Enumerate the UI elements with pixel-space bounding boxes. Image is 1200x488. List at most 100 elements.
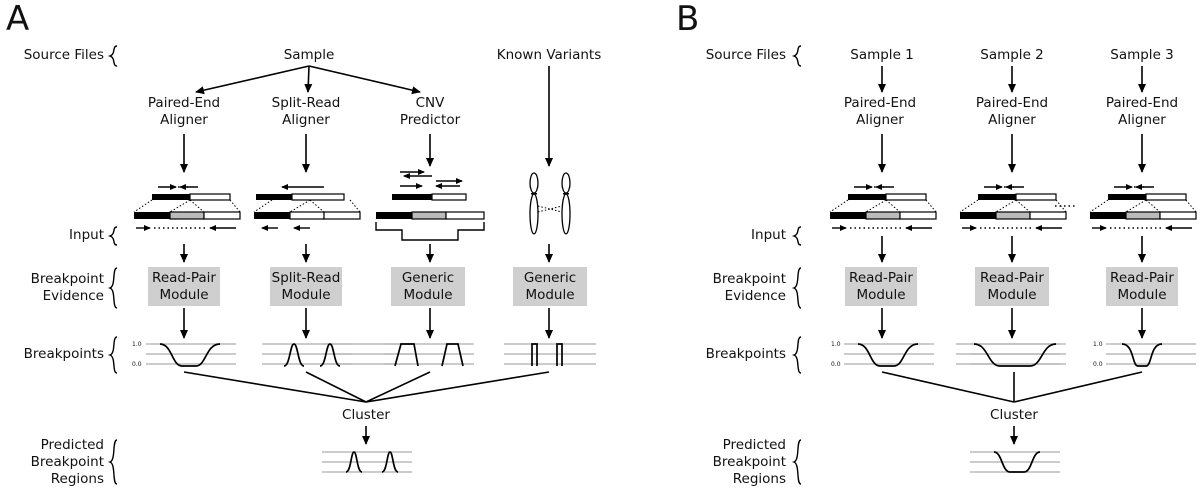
reads-pe-a-top-solid: [152, 194, 190, 200]
reads-pe-a-bottom-solid: [134, 212, 170, 219]
reads-sr-a-proj-3: [309, 199, 325, 213]
curve-sr-a-2: [319, 343, 341, 367]
brace-b-4: [791, 439, 802, 485]
reads-sr-a-top-open: [291, 193, 345, 201]
node-sample-1: Sample 1: [850, 47, 914, 63]
node-cluster-b: Cluster: [990, 407, 1038, 423]
reads-pe-a-top-open: [189, 193, 231, 201]
node-paired-end-aligner: Paired-End Aligner: [147, 95, 221, 128]
tick-0-a: 0.0: [132, 361, 142, 368]
reads-pe-b3-proj-2: [1125, 199, 1147, 213]
reads-pe-b1-top-solid: [848, 194, 886, 200]
reads-pe-b1-bottom-open: [899, 211, 937, 220]
reads-pe-b2-top-solid: [978, 194, 1016, 200]
brace-a-4: [107, 439, 118, 485]
curve-b3: [1121, 343, 1163, 367]
reads-pe-b2-proj-3: [1015, 199, 1031, 213]
row-label-input-a: Input: [69, 227, 104, 243]
reads-sr-a-top-solid: [256, 194, 292, 200]
reads-sr-a-bottom-solid: [254, 212, 290, 219]
brace-a-2: [107, 267, 118, 309]
curve-b2: [973, 343, 1057, 367]
chromosome-right-arm-bottom: [561, 193, 571, 235]
row-label-input-b: Input: [751, 227, 786, 243]
brace-b-0: [791, 45, 802, 67]
link-cnv-to-cluster-a: [365, 371, 431, 403]
brace-b-3: [791, 336, 802, 374]
curve-b1: [857, 343, 919, 367]
reads-pe-b3-top-open: [1145, 193, 1187, 201]
reads-pe-b3-proj-3: [1145, 199, 1161, 213]
curve-sr-a-1: [283, 343, 305, 367]
curve-known-a-2: [556, 343, 563, 366]
reads-pe-b2-bottom-open: [1029, 211, 1067, 220]
node-aligner-b3: Paired-End Aligner: [1105, 95, 1179, 128]
tick-0-b3: 0.0: [1093, 361, 1103, 368]
cnv-depth-profile: [375, 222, 485, 241]
module-read-pair-a: Read-Pair Module: [148, 267, 220, 306]
reads-pe-b2-proj-1: [959, 199, 979, 213]
arrow-sample-to-cnv: [308, 65, 421, 95]
reads-pe-b2-bottom-solid: [960, 212, 996, 219]
reads-pe-a-proj-3: [189, 199, 205, 213]
tick-1-a: 1.0: [132, 341, 142, 348]
node-aligner-b2: Paired-End Aligner: [975, 95, 1049, 128]
row-label-breakpoints-b: Breakpoints: [705, 346, 786, 362]
reads-sr-a-proj-4: [349, 199, 361, 213]
brace-a-0: [107, 45, 118, 67]
tick-0-b1: 0.0: [831, 361, 841, 368]
node-cnv-predictor: CNV Predictor: [399, 95, 461, 128]
row-label-breakpoint-evidence-a: Breakpoint Evidence: [30, 271, 104, 304]
cnv-bottom-open: [445, 211, 485, 220]
reads-pe-a-bottom-open: [203, 211, 241, 220]
curve-pred-a-2: [381, 451, 399, 473]
reads-pe-b3-proj-1: [1089, 199, 1109, 213]
reads-pe-b3-bottom-open: [1159, 211, 1197, 220]
reads-pe-b1-proj-4: [925, 199, 937, 213]
link-sr-to-cluster-a: [305, 371, 367, 403]
chromosome-left-arm-top: [529, 172, 539, 194]
tick-1-b3: 1.0: [1093, 341, 1103, 348]
curve-known-a-1: [531, 343, 538, 366]
row-label-source-files-a: Source Files: [23, 47, 104, 63]
cnv-bottom-solid: [376, 212, 412, 219]
module-generic-known-a: Generic Module: [513, 267, 587, 306]
brace-a-3: [107, 336, 118, 374]
link-b3-to-cluster: [1013, 371, 1143, 403]
brace-b-1: [791, 226, 802, 246]
curve-pred-a-1: [345, 451, 363, 473]
row-label-breakpoint-evidence-b: Breakpoint Evidence: [712, 271, 786, 304]
reads-pe-b2-top-open: [1015, 193, 1057, 201]
reads-sr-a-bottom-open: [323, 211, 361, 220]
node-sample: Sample: [283, 47, 335, 63]
link-known-to-cluster-a: [365, 371, 550, 403]
chromosome-right-arm-top: [561, 172, 571, 194]
node-sample-3: Sample 3: [1110, 47, 1174, 63]
module-read-pair-b3: Read-Pair Module: [1106, 267, 1178, 306]
reads-sr-a-proj-2: [289, 199, 311, 213]
node-sample-2: Sample 2: [980, 47, 1044, 63]
reads-sr-a-proj-1: [253, 199, 273, 213]
arrow-sample-to-pe: [195, 65, 310, 95]
node-split-read-aligner: Split-Read Aligner: [271, 95, 341, 128]
tick-1-b1: 1.0: [831, 341, 841, 348]
cnv-bottom-mid: [411, 211, 447, 220]
reads-pe-b1-top-open: [885, 193, 927, 201]
reads-pe-b1-proj-1: [829, 199, 849, 213]
reads-pe-b3-bottom-solid: [1090, 212, 1126, 219]
row-label-source-files-b: Source Files: [705, 47, 786, 63]
chromosome-left-arm-bottom: [529, 193, 539, 235]
row-label-predicted-a: Predicted Breakpoint Regions: [30, 437, 104, 487]
cnv-top-solid: [392, 194, 432, 200]
reads-pe-b1-bottom-mid: [865, 211, 901, 220]
reads-pe-a-bottom-mid: [169, 211, 205, 220]
module-read-pair-b1: Read-Pair Module: [845, 267, 917, 306]
translocation-link: [537, 205, 563, 213]
brace-a-1: [107, 226, 118, 246]
reads-pe-b2-bottom-mid: [995, 211, 1031, 220]
reads-pe-a-proj-2: [169, 199, 191, 213]
module-split-read-a: Split-Read Module: [270, 267, 342, 306]
chromosome-left-centromere: [531, 193, 537, 195]
